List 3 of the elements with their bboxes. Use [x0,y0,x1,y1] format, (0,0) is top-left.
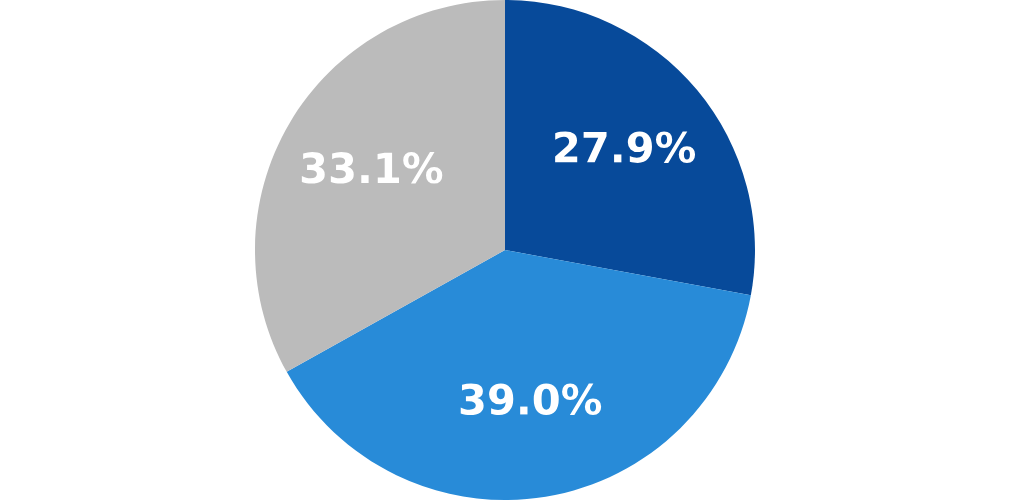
data-label: 33.1% [301,152,443,184]
data-label: 27.9% [555,131,696,163]
data-label: 39.0% [460,383,602,416]
